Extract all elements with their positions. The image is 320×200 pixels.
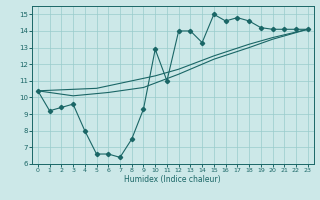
X-axis label: Humidex (Indice chaleur): Humidex (Indice chaleur) xyxy=(124,175,221,184)
